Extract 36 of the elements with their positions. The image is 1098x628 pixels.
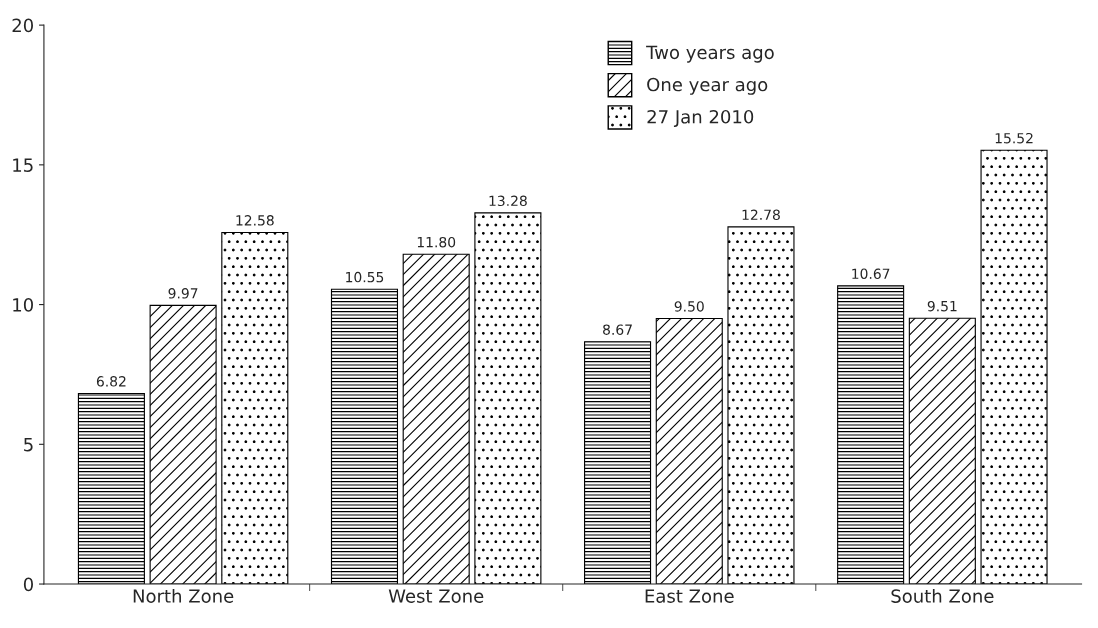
data-label: 13.28: [489, 195, 527, 207]
bar: [980, 149, 1048, 585]
x-tick-label: North Zone: [133, 588, 234, 603]
y-tick-label: 0: [23, 577, 33, 592]
data-label: 9.51: [927, 300, 957, 312]
legend-label: 27 Jan 2010: [647, 109, 754, 127]
data-label: 6.82: [96, 376, 126, 387]
x-tick-label: South Zone: [891, 588, 994, 603]
x-tick-label: West Zone: [388, 589, 484, 603]
y-tick-label: 5: [24, 438, 33, 452]
legend-label: Two years ago: [646, 45, 774, 63]
bar: [330, 288, 399, 585]
data-label: 11.80: [417, 236, 456, 248]
bar: [727, 226, 795, 585]
bar: [221, 231, 289, 585]
data-label: 12.58: [236, 215, 274, 226]
bar: [584, 341, 652, 585]
data-label: 15.52: [995, 132, 1033, 144]
y-tick-label: 15: [13, 158, 33, 172]
data-label: 10.55: [346, 271, 384, 283]
bar: [837, 285, 905, 585]
data-label: 12.78: [742, 209, 780, 221]
data-label: 9.50: [674, 301, 704, 312]
bar: [149, 304, 217, 585]
bar: [77, 392, 145, 585]
data-label: 8.67: [603, 324, 632, 335]
y-tick-label: 20: [12, 18, 33, 33]
bar: [655, 317, 723, 585]
data-label: 10.67: [852, 268, 890, 279]
bar: [402, 253, 470, 585]
x-tick-label: East Zone: [645, 589, 734, 603]
bar: [908, 317, 976, 585]
data-label: 9.97: [168, 288, 198, 299]
y-tick-label: 10: [13, 298, 33, 312]
bar: [474, 212, 542, 585]
legend-label: One year ago: [647, 77, 768, 95]
